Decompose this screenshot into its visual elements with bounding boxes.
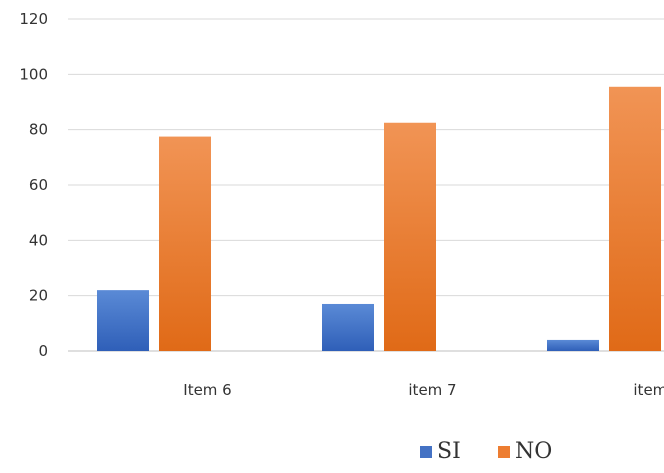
y-tick-label: 20 [29, 287, 48, 305]
gridlines [68, 18, 664, 352]
y-tick-label: 60 [29, 176, 48, 194]
legend-label-no: NO [515, 439, 552, 464]
bar-si-3 [547, 339, 599, 351]
legend: SI NO [420, 439, 552, 464]
bar-no-3 [609, 86, 661, 352]
bar-si-2 [322, 303, 374, 351]
y-tick-label: 120 [19, 10, 48, 28]
y-tick-label: 40 [29, 231, 48, 249]
x-tick-label: item 7 [408, 381, 456, 399]
x-tick-label: item 8 [633, 381, 664, 399]
legend-swatch-no [498, 446, 510, 458]
legend-label-si: SI [437, 439, 461, 464]
bar-si-1 [97, 290, 149, 351]
bars [97, 86, 661, 352]
x-tick-label: Item 6 [183, 381, 231, 399]
legend-swatch-si [420, 446, 432, 458]
bar-no-1 [159, 136, 211, 351]
bar-no-2 [384, 122, 436, 351]
y-axis: 0 20 40 60 80 100 120 [19, 10, 48, 360]
y-tick-label: 0 [38, 342, 48, 360]
y-tick-label: 80 [29, 121, 48, 139]
y-tick-label: 100 [19, 65, 48, 83]
x-axis: Item 6 item 7 item 8 [183, 381, 664, 399]
